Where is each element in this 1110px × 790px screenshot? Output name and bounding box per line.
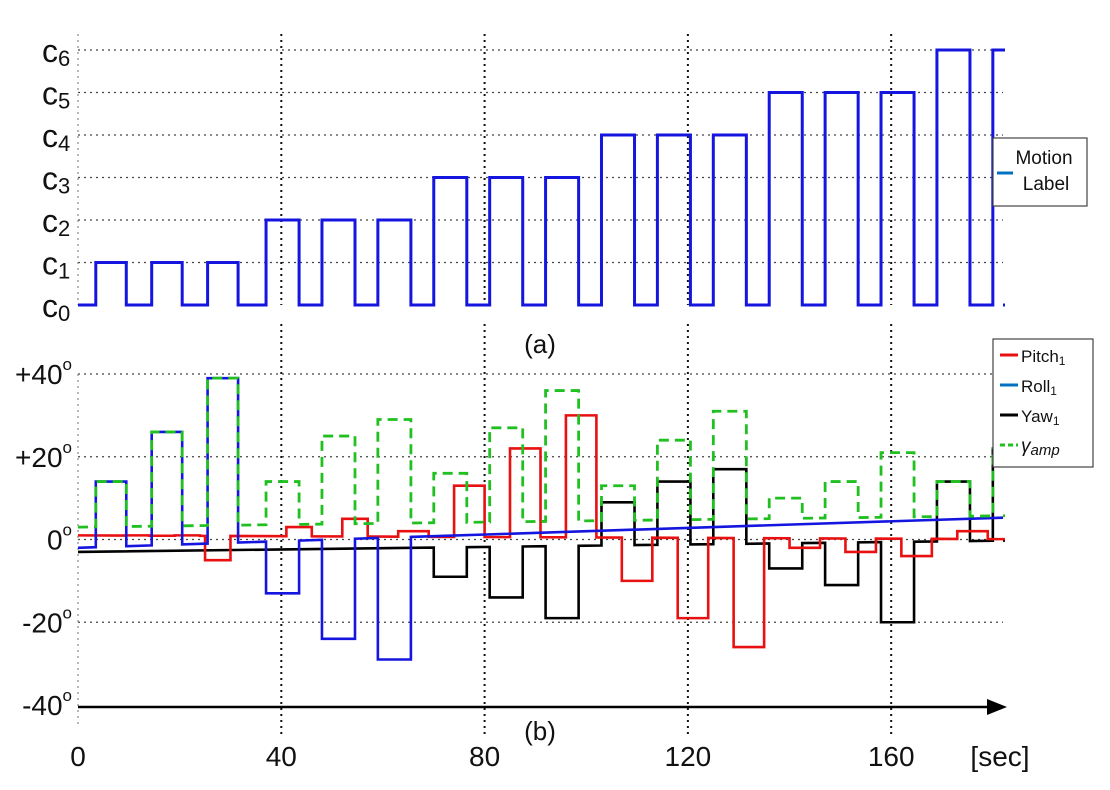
panel-b-angles-chart: +40o +20o 0o -20o -40o 0 40 80 120 160 [sec] (b) Pit… — [15, 324, 1094, 772]
y-tick-label-a-5: c5 — [42, 76, 70, 114]
x-axis-label: [sec] — [970, 741, 1029, 772]
y-tick-label-b-4: -40o — [22, 686, 72, 721]
series-motion-label — [78, 48, 1005, 307]
x-tick-label-0: 0 — [70, 741, 86, 772]
y-tick-label-a-1: c1 — [42, 246, 70, 284]
legend-b-label-1: Roll1 — [1021, 377, 1057, 398]
legend-b-label-0: Pitch1 — [1021, 347, 1066, 368]
y-tick-label-b-3: -20o — [22, 603, 72, 638]
y-tick-label-b-0: +40o — [15, 355, 72, 390]
y-tick-label-a-2: c2 — [42, 203, 70, 241]
y-tick-label-a-0: c0 — [42, 288, 70, 326]
x-axis-arrow — [987, 699, 1007, 715]
legend-b-label-3: γamp — [1021, 436, 1060, 459]
x-tick-label-2: 80 — [469, 741, 500, 772]
panel-label-a: (a) — [524, 329, 556, 359]
series-pitch — [77, 414, 1005, 649]
legend-b-label-2: Yaw1 — [1021, 407, 1060, 428]
y-tick-label-a-6: c6 — [42, 33, 70, 71]
x-tick-label-1: 40 — [266, 741, 297, 772]
series-roll — [77, 376, 1004, 661]
legend-a-label: Motion Label — [1015, 148, 1072, 195]
y-tick-label-a-4: c4 — [42, 118, 70, 156]
panel-label-b: (b) — [524, 716, 556, 746]
panel-a-motion-label-chart: c0 c1 c2 c3 c4 c5 c6 (a) Motion Label — [42, 33, 1088, 359]
series-gamma-amp — [77, 376, 1005, 529]
y-tick-label-a-3: c3 — [42, 161, 70, 199]
x-tick-label-4: 160 — [868, 741, 915, 772]
x-tick-label-3: 120 — [665, 741, 712, 772]
y-tick-label-b-2: 0o — [47, 521, 72, 556]
series-yaw — [77, 447, 1005, 624]
y-tick-label-b-1: +20o — [15, 438, 72, 473]
